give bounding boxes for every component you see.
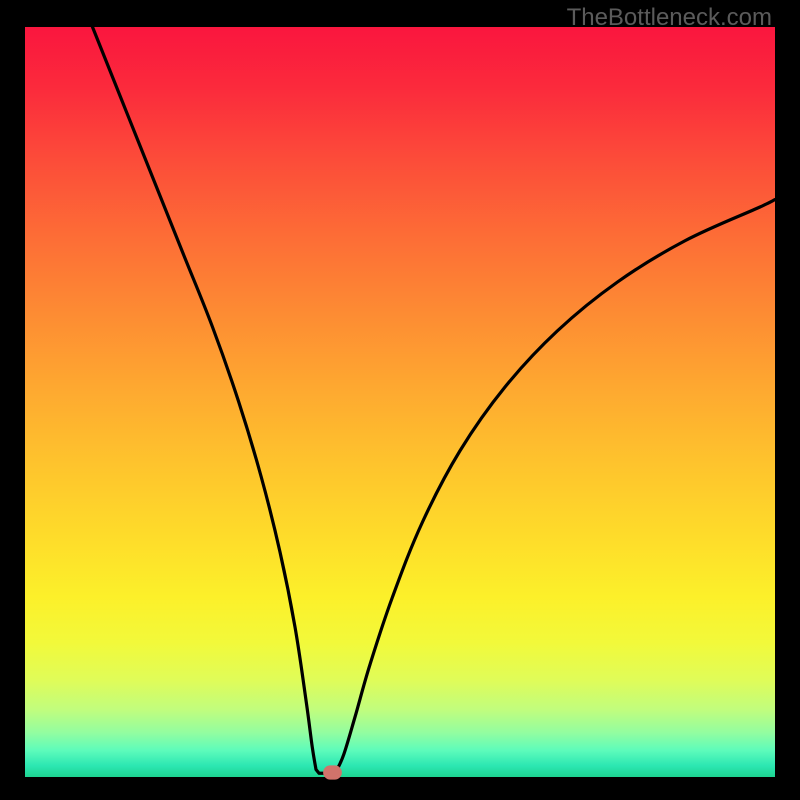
optimal-point-marker (323, 765, 342, 779)
chart-container: TheBottleneck.com (0, 0, 800, 800)
bottleneck-chart (0, 0, 800, 800)
watermark-text: TheBottleneck.com (567, 4, 772, 32)
